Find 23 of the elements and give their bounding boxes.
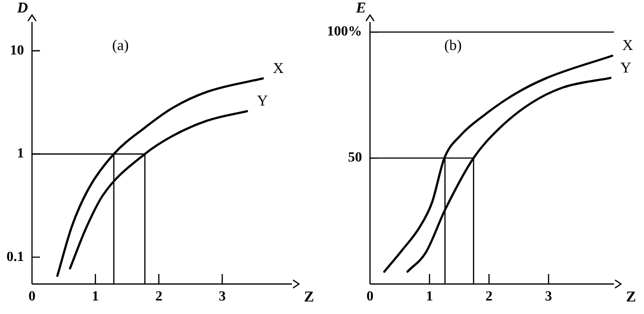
y-tick-label: 1	[17, 146, 24, 162]
y-tick-label: 50	[348, 150, 362, 166]
y-tick-label: 100%	[327, 24, 362, 40]
series-label: X	[622, 38, 634, 54]
series-label: Y	[256, 94, 268, 110]
series-label: Y	[620, 60, 632, 76]
y-axis-title: D	[16, 0, 28, 16]
annotation: (b)	[444, 38, 462, 54]
x-tick-label: 3	[218, 290, 226, 305]
x-tick-label: 3	[545, 290, 552, 305]
x-tick-label: 2	[486, 290, 493, 305]
annotation: (a)	[112, 38, 129, 54]
x-tick-label: 0	[28, 290, 36, 305]
x-tick-label: 1	[92, 290, 99, 305]
x-axis-title: Z	[304, 289, 314, 306]
y-tick-label: 0.1	[6, 250, 24, 265]
x-axis-title: Z	[626, 289, 636, 306]
x-tick-label: 2	[155, 290, 162, 305]
y-axis-title: E	[354, 0, 366, 16]
y-tick-label: 10	[10, 43, 24, 58]
x-tick-label: 1	[426, 290, 434, 305]
x-tick-label: 0	[366, 290, 374, 305]
series-label: X	[272, 60, 284, 77]
